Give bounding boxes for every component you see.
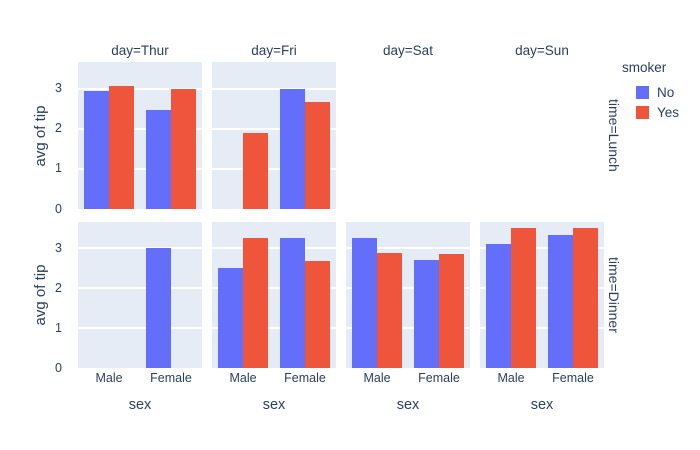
bar-sun-dinner-male-yes[interactable] bbox=[511, 227, 536, 368]
bar-fri-lunch-female-no[interactable] bbox=[280, 88, 305, 209]
gridline bbox=[212, 127, 336, 130]
facet-panel-thur-dinner bbox=[78, 222, 202, 368]
y-tick-label: 0 bbox=[55, 201, 62, 216]
x-tick-label-female: Female bbox=[150, 371, 192, 385]
legend-swatch-yes-icon bbox=[636, 105, 649, 119]
gridline bbox=[346, 287, 470, 290]
x-tick-label-female: Female bbox=[418, 371, 460, 385]
x-axis-title: sex bbox=[530, 397, 554, 413]
bar-sat-dinner-male-no[interactable] bbox=[352, 238, 377, 368]
gridline bbox=[212, 327, 336, 330]
gridline bbox=[78, 127, 202, 130]
bar-fri-dinner-female-no[interactable] bbox=[280, 238, 305, 368]
legend-swatch-no-icon bbox=[636, 85, 649, 99]
bar-fri-dinner-male-yes[interactable] bbox=[243, 238, 268, 368]
y-tick-label: 3 bbox=[55, 81, 62, 95]
x-tick-label-male: Male bbox=[497, 371, 525, 385]
x-axis-title: sex bbox=[262, 397, 286, 413]
gridline bbox=[480, 247, 604, 250]
bar-fri-dinner-female-yes[interactable] bbox=[305, 261, 330, 368]
bar-sat-dinner-female-no[interactable] bbox=[414, 259, 439, 368]
bar-fri-dinner-male-no[interactable] bbox=[218, 268, 243, 368]
y-tick-label: 1 bbox=[55, 320, 62, 335]
gridline bbox=[78, 167, 202, 170]
bar-thur-dinner-female-no[interactable] bbox=[146, 248, 171, 368]
bar-thur-lunch-male-yes[interactable] bbox=[109, 86, 134, 209]
bar-sun-dinner-female-no[interactable] bbox=[548, 235, 573, 368]
facet-col-title-sun: day=Sun bbox=[515, 43, 569, 58]
facet-row-label-dinner: time=Dinner bbox=[606, 257, 622, 333]
bar-thur-lunch-female-no[interactable] bbox=[146, 110, 171, 209]
x-axis-title: sex bbox=[128, 397, 152, 413]
gridline bbox=[212, 87, 336, 90]
x-tick-label-male: Male bbox=[229, 371, 257, 385]
facet-col-title-fri: day=Fri bbox=[251, 43, 297, 58]
y-tick-label: 2 bbox=[55, 121, 62, 136]
gridline bbox=[78, 247, 202, 250]
facet-col-title-sat: day=Sat bbox=[383, 43, 433, 58]
gridline bbox=[78, 87, 202, 90]
x-tick-label-male: Male bbox=[363, 371, 391, 385]
x-axis-title: sex bbox=[396, 397, 420, 413]
gridline bbox=[346, 327, 470, 330]
gridline bbox=[212, 287, 336, 290]
gridline bbox=[346, 247, 470, 250]
y-tick-label: 2 bbox=[55, 280, 62, 295]
y-axis-title: avg of tip bbox=[32, 105, 49, 166]
x-tick-label-female: Female bbox=[552, 371, 594, 385]
bar-thur-lunch-male-no[interactable] bbox=[84, 90, 109, 209]
bar-sun-dinner-female-yes[interactable] bbox=[573, 228, 598, 368]
legend: smoker No Yes bbox=[622, 60, 679, 122]
facet-row-label-lunch: time=Lunch bbox=[606, 99, 622, 172]
bar-fri-lunch-female-yes[interactable] bbox=[305, 102, 330, 209]
bar-sat-dinner-female-yes[interactable] bbox=[439, 253, 464, 368]
facet-col-title-thur: day=Thur bbox=[111, 43, 169, 58]
gridline bbox=[78, 327, 202, 330]
legend-label-no: No bbox=[657, 84, 675, 100]
y-axis-title: avg of tip bbox=[32, 264, 49, 326]
bar-sun-dinner-male-no[interactable] bbox=[486, 243, 511, 368]
legend-item-yes[interactable]: Yes bbox=[622, 102, 679, 122]
legend-label-yes: Yes bbox=[657, 104, 680, 120]
y-tick-label: 1 bbox=[55, 161, 62, 176]
y-tick-label: 3 bbox=[55, 240, 62, 255]
gridline bbox=[480, 327, 604, 330]
gridline bbox=[480, 287, 604, 290]
bar-sat-dinner-male-yes[interactable] bbox=[377, 253, 402, 368]
bar-fri-lunch-male-yes[interactable] bbox=[243, 132, 268, 209]
y-tick-label: 0 bbox=[55, 360, 62, 375]
legend-item-no[interactable]: No bbox=[622, 82, 679, 102]
gridline bbox=[78, 287, 202, 290]
legend-title: smoker bbox=[622, 60, 667, 75]
x-tick-label-female: Female bbox=[284, 371, 326, 385]
x-tick-label-male: Male bbox=[95, 371, 123, 385]
bar-thur-lunch-female-yes[interactable] bbox=[171, 88, 196, 209]
gridline bbox=[212, 247, 336, 250]
gridline bbox=[212, 167, 336, 170]
